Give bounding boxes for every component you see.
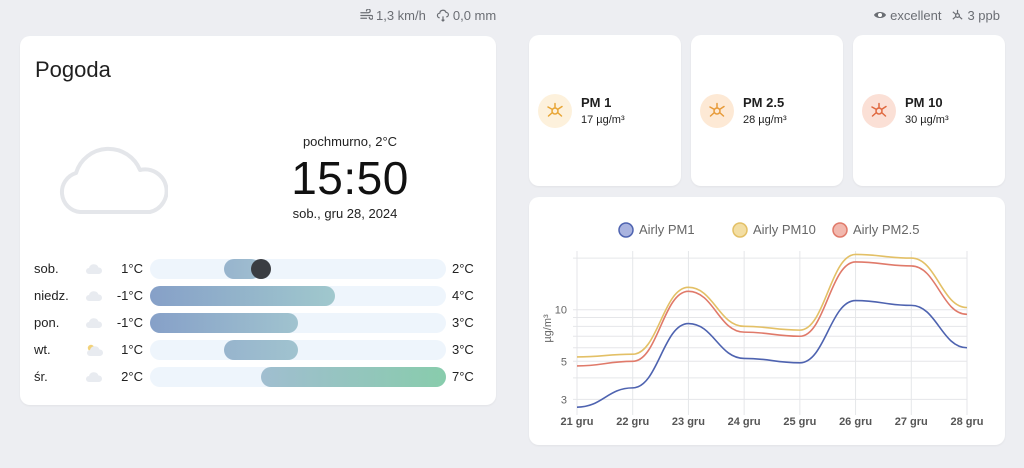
y-tick-label: 3 xyxy=(561,394,567,406)
molecule-icon xyxy=(547,102,563,117)
pm-history-chart[interactable]: 3 5 10 µg/m³ 21 gru 22 gru 23 gru 24 gru 25 gru 2… xyxy=(529,197,1005,445)
forecast-high: 3°C xyxy=(452,315,474,330)
legend-swatch xyxy=(832,222,848,238)
x-tick-label: 23 gru xyxy=(672,416,705,428)
forecast-day: pon. xyxy=(34,315,60,330)
y-axis-label: µg/m³ xyxy=(542,314,554,343)
rain-value: 0,0 mm xyxy=(452,7,497,23)
clock-date: sob., gru 28, 2024 xyxy=(292,206,398,221)
weather-card[interactable]: Pogoda pochmurno, 2°C 15:50 sob., gru 28… xyxy=(20,36,496,405)
x-tick-label: 25 gru xyxy=(783,416,816,428)
x-tick-label: 24 gru xyxy=(728,416,761,428)
forecast-low: 2°C xyxy=(121,369,143,384)
temperature-range-track xyxy=(150,367,446,387)
x-tick-label: 26 gru xyxy=(839,416,872,428)
top-status-right: excellent 3 ppb xyxy=(863,6,1000,24)
pm-badge xyxy=(538,94,572,128)
forecast-day: sob. xyxy=(34,261,59,276)
forecast-high: 3°C xyxy=(452,342,474,357)
rain-chip[interactable]: 0,0 mm xyxy=(436,8,496,23)
forecast-low: -1°C xyxy=(116,315,143,330)
forecast-low: 1°C xyxy=(121,261,143,276)
molecule-icon xyxy=(709,102,725,117)
clock-time: 15:50 xyxy=(291,152,409,204)
forecast-day: śr. xyxy=(34,369,48,384)
cloud-icon xyxy=(85,262,103,280)
y-tick-label: 10 xyxy=(555,305,567,317)
temperature-range-bar xyxy=(261,367,446,387)
rain-cloud-icon xyxy=(436,9,449,22)
forecast-low: -1°C xyxy=(116,288,143,303)
forecast-row[interactable]: wt. 1°C 3°C xyxy=(20,339,496,361)
pm-badge xyxy=(700,94,734,128)
legend-swatch xyxy=(732,222,748,238)
x-tick-label: 27 gru xyxy=(895,416,928,428)
weather-condition: pochmurno, 2°C xyxy=(302,134,398,149)
series-line xyxy=(576,299,968,408)
x-tick-label: 21 gru xyxy=(560,416,593,428)
partly-cloudy-icon xyxy=(85,343,104,362)
legend-label: Airly PM1 xyxy=(639,222,695,237)
air-quality-chip[interactable]: excellent xyxy=(873,8,941,23)
forecast-day: wt. xyxy=(34,342,51,357)
cloud-icon xyxy=(59,146,168,214)
wind-chip[interactable]: 1,3 km/h xyxy=(360,8,426,23)
x-tick-label: 28 gru xyxy=(950,416,983,428)
current-temp-marker xyxy=(251,259,271,279)
pm-name: PM 2.5 xyxy=(743,95,785,110)
pm-card[interactable]: PM 1 17 µg/m³ xyxy=(529,35,681,186)
top-status-left: 1,3 km/h 0,0 mm xyxy=(350,6,496,24)
forecast-day: niedz. xyxy=(34,288,69,303)
y-tick-label: 5 xyxy=(561,356,567,368)
pm-badge xyxy=(862,94,896,128)
temperature-range-bar xyxy=(224,340,298,360)
forecast-high: 2°C xyxy=(452,261,474,276)
wind-icon xyxy=(360,8,373,20)
temperature-range-track xyxy=(150,286,446,306)
pm-card[interactable]: PM 2.5 28 µg/m³ xyxy=(691,35,843,186)
temperature-range-bar xyxy=(150,313,298,333)
cloud-icon xyxy=(85,370,103,388)
series-line xyxy=(576,261,968,367)
molecule-icon xyxy=(871,102,887,117)
forecast-row[interactable]: pon. -1°C 3°C xyxy=(20,312,496,334)
forecast-high: 4°C xyxy=(452,288,474,303)
legend-label: Airly PM10 xyxy=(753,222,816,237)
air-quality-value: excellent xyxy=(890,7,942,23)
temperature-range-track xyxy=(150,340,446,360)
series-line xyxy=(576,253,968,358)
pm-name: PM 10 xyxy=(905,95,943,110)
legend-label: Airly PM2.5 xyxy=(853,222,919,237)
pm-value: 30 µg/m³ xyxy=(905,114,949,126)
temperature-range-track xyxy=(150,259,446,279)
cloud-icon xyxy=(85,289,103,307)
forecast-high: 7°C xyxy=(452,369,474,384)
forecast-row[interactable]: sob. 1°C 2°C xyxy=(20,258,496,280)
pm-value: 28 µg/m³ xyxy=(743,114,787,126)
pm-card[interactable]: PM 10 30 µg/m³ xyxy=(853,35,1005,186)
molecule-icon xyxy=(952,9,964,20)
pm-name: PM 1 xyxy=(581,95,612,110)
ozone-value: 3 ppb xyxy=(967,7,1000,23)
forecast-row[interactable]: śr. 2°C 7°C xyxy=(20,366,496,388)
x-tick-label: 22 gru xyxy=(616,416,649,428)
wind-value: 1,3 km/h xyxy=(376,7,426,23)
weather-title: Pogoda xyxy=(35,57,111,82)
forecast-low: 1°C xyxy=(121,342,143,357)
temperature-range-track xyxy=(150,313,446,333)
temperature-range-bar xyxy=(150,286,335,306)
cloud-icon xyxy=(85,316,103,334)
pm-value: 17 µg/m³ xyxy=(581,114,625,126)
forecast-row[interactable]: niedz. -1°C 4°C xyxy=(20,285,496,307)
eye-icon xyxy=(874,12,887,18)
legend-swatch xyxy=(618,222,634,238)
ozone-chip[interactable]: 3 ppb xyxy=(951,8,1000,23)
